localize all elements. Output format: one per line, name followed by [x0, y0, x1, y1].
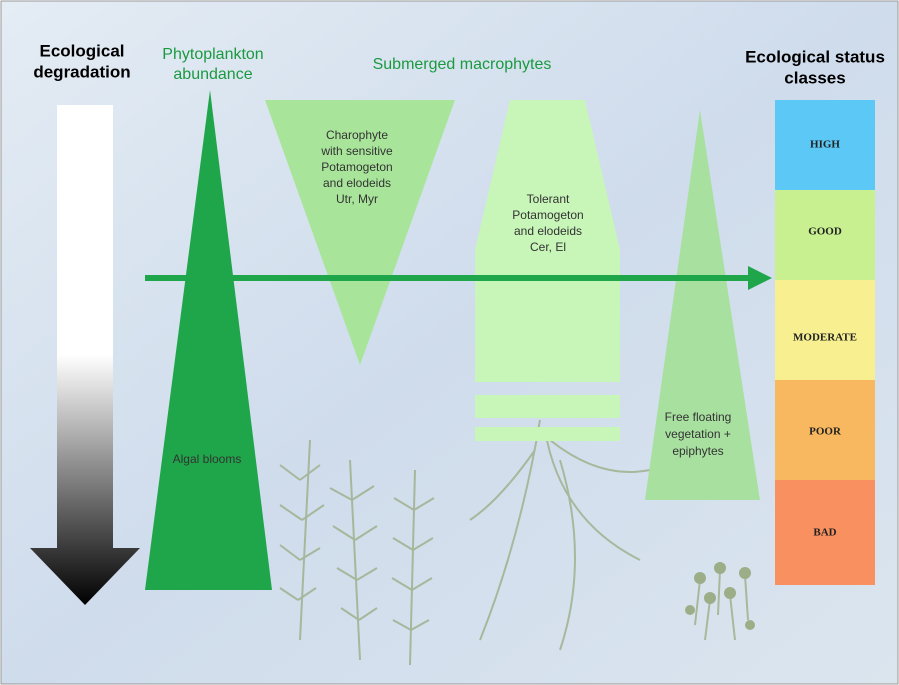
status-box: [775, 280, 875, 380]
status-class: POOR: [809, 426, 842, 438]
status-box: [775, 380, 875, 480]
phytoplankton-triangle: [145, 90, 272, 590]
macrophytes-label: Submerged macrophytes: [373, 56, 552, 73]
tolerant-label: and elodeids: [514, 224, 582, 238]
status-class: GOOD: [808, 226, 842, 238]
charophyte-label: with sensitive: [320, 144, 393, 158]
plant-drawing: [279, 419, 749, 666]
tolerant-bar: [475, 395, 620, 418]
tolerant-shape: [475, 100, 620, 382]
phytoplankton-label: Phytoplankton: [162, 46, 263, 63]
status-box: [775, 100, 875, 190]
charophyte-triangle: [265, 100, 455, 365]
floating-label: vegetation +: [665, 427, 731, 441]
status-class: BAD: [813, 527, 836, 539]
charophyte-label: and elodeids: [323, 176, 391, 190]
charophyte-label: Charophyte: [326, 128, 388, 142]
status-label: Ecological status: [745, 47, 885, 66]
left-label: degradation: [33, 62, 130, 81]
gradient-arrow-head: [748, 266, 772, 290]
charophyte-label: Utr, Myr: [336, 192, 378, 206]
tolerant-bar: [475, 427, 620, 441]
status-box: [775, 190, 875, 280]
floating-label: Free floating: [665, 410, 732, 424]
floating-label: epiphytes: [672, 444, 723, 458]
status-label: classes: [784, 68, 845, 87]
tolerant-label: Potamogeton: [512, 208, 583, 222]
degradation-arrow: [30, 105, 140, 605]
left-label: Ecological: [39, 41, 124, 60]
status-class: MODERATE: [793, 332, 857, 344]
floating-triangle: [645, 110, 760, 500]
status-box: [775, 480, 875, 585]
charophyte-label: Potamogeton: [321, 160, 392, 174]
algal-label: Algal blooms: [173, 452, 242, 466]
phytoplankton-label: abundance: [173, 66, 252, 83]
tolerant-label: Tolerant: [527, 192, 570, 206]
tolerant-label: Cer, El: [530, 240, 566, 254]
status-class: HIGH: [810, 139, 840, 151]
plant-drawing: [685, 562, 755, 630]
